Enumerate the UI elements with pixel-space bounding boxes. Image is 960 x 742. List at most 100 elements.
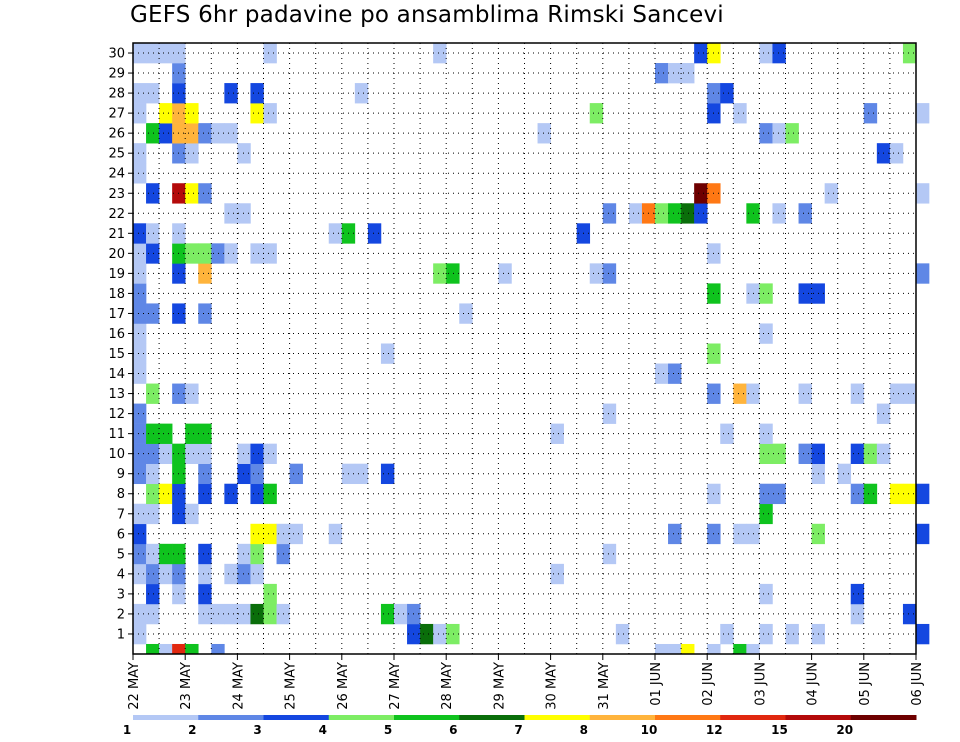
heatmap-cell	[224, 243, 238, 264]
heatmap-cell	[198, 483, 212, 505]
heatmap-cell	[759, 503, 773, 525]
colorbar-swatch	[263, 715, 330, 720]
heatmap-cell	[668, 363, 682, 384]
heatmap-cell	[655, 363, 669, 384]
heatmap-cell	[798, 383, 812, 404]
colorbar-swatch	[589, 715, 656, 720]
plot-frame	[132, 42, 917, 655]
heatmap-cell	[902, 483, 917, 505]
heatmap-cell	[602, 403, 617, 424]
heatmap-cell	[498, 263, 512, 284]
heatmap-cell	[628, 203, 643, 224]
heatmap-cell	[589, 263, 604, 284]
heatmap-cell	[850, 483, 865, 505]
heatmap-cell	[146, 643, 160, 654]
heatmap-cell	[250, 483, 264, 505]
heatmap-cell	[889, 483, 904, 505]
heatmap-cell	[602, 203, 617, 224]
heatmap-cell	[759, 583, 773, 605]
heatmap-cell	[146, 383, 160, 404]
heatmap-cell	[668, 643, 682, 654]
heatmap-cell	[798, 203, 812, 224]
heatmap-cell	[146, 183, 160, 204]
y-tick-label: 7	[117, 507, 125, 522]
x-tick-label: 30 MAY	[545, 662, 560, 710]
heatmap-cell	[185, 503, 199, 525]
y-tick-label: 27	[108, 107, 125, 122]
chart-title: GEFS 6hr padavine po ansamblima Rimski S…	[130, 2, 724, 28]
y-tick-label: 9	[117, 467, 125, 482]
heatmap-cell	[433, 43, 447, 64]
heatmap-cell	[224, 483, 238, 505]
heatmap-cell	[159, 423, 173, 444]
heatmap-cell	[902, 43, 917, 64]
heatmap-cell	[159, 483, 173, 505]
heatmap-cell	[250, 603, 264, 625]
x-tick-label: 03 JUN	[753, 662, 768, 706]
heatmap-cell	[263, 443, 277, 464]
colorbar-swatch	[524, 715, 591, 720]
heatmap-cell	[211, 603, 225, 625]
heatmap-cell	[668, 203, 682, 224]
heatmap-cell	[863, 483, 878, 505]
heatmap-cell	[263, 603, 277, 625]
heatmap-cell	[159, 123, 173, 144]
y-tick-label: 14	[108, 367, 125, 382]
heatmap-cell	[863, 103, 878, 124]
y-tick-label: 10	[108, 447, 125, 462]
heatmap-cell	[916, 263, 930, 284]
heatmap-cell	[759, 623, 773, 645]
heatmap-cell	[185, 183, 199, 204]
heatmap-cell	[289, 523, 303, 545]
heatmap-cell	[263, 43, 277, 64]
heatmap-cell	[146, 83, 160, 104]
heatmap-cell	[133, 83, 147, 104]
heatmap-cell	[380, 343, 395, 364]
heatmap-cell	[250, 563, 264, 585]
heatmap-cell	[198, 263, 212, 284]
heatmap-cell	[655, 203, 669, 224]
heatmap-cell	[759, 483, 773, 505]
colorbar-swatch	[655, 715, 721, 720]
y-tick-label: 4	[117, 567, 125, 582]
heatmap-cell	[681, 63, 695, 84]
heatmap-cell	[237, 203, 251, 224]
heatmap-cell	[133, 563, 147, 585]
heatmap-cell	[198, 443, 212, 464]
heatmap-cell	[159, 43, 173, 64]
heatmap-cell	[289, 463, 303, 485]
heatmap-cell	[198, 543, 212, 565]
heatmap-cell	[863, 443, 878, 464]
heatmap-cell	[759, 283, 773, 304]
heatmap-cell	[694, 203, 708, 224]
y-tick-label: 5	[117, 547, 125, 562]
heatmap-cell	[133, 523, 147, 545]
heatmap-cell	[798, 283, 812, 304]
heatmap-cell	[380, 463, 395, 485]
heatmap-cell	[185, 123, 199, 144]
colorbar-label: 3	[253, 723, 261, 737]
heatmap-cell	[133, 463, 147, 485]
heatmap-cell	[146, 463, 160, 485]
colorbar-swatch	[328, 715, 395, 720]
heatmap-cell	[198, 183, 212, 204]
heatmap-cell	[746, 643, 760, 654]
heatmap-cell	[159, 563, 173, 585]
heatmap-cell	[133, 443, 147, 464]
heatmap-cell	[159, 543, 173, 565]
y-tick-label: 21	[108, 227, 125, 242]
heatmap-cell	[759, 423, 773, 444]
x-tick-label: 28 MAY	[440, 662, 455, 710]
x-tick-label: 06 JUN	[910, 662, 925, 706]
heatmap-cell	[655, 63, 669, 84]
heatmap-cell	[250, 83, 264, 104]
heatmap-cell	[133, 623, 147, 645]
heatmap-cell	[198, 423, 212, 444]
y-tick-label: 22	[108, 207, 125, 222]
heatmap-cell	[589, 103, 604, 124]
colorbar-label: 6	[449, 723, 457, 737]
heatmap-cell	[198, 563, 212, 585]
heatmap-cell	[237, 463, 251, 485]
heatmap-cell	[916, 103, 930, 124]
